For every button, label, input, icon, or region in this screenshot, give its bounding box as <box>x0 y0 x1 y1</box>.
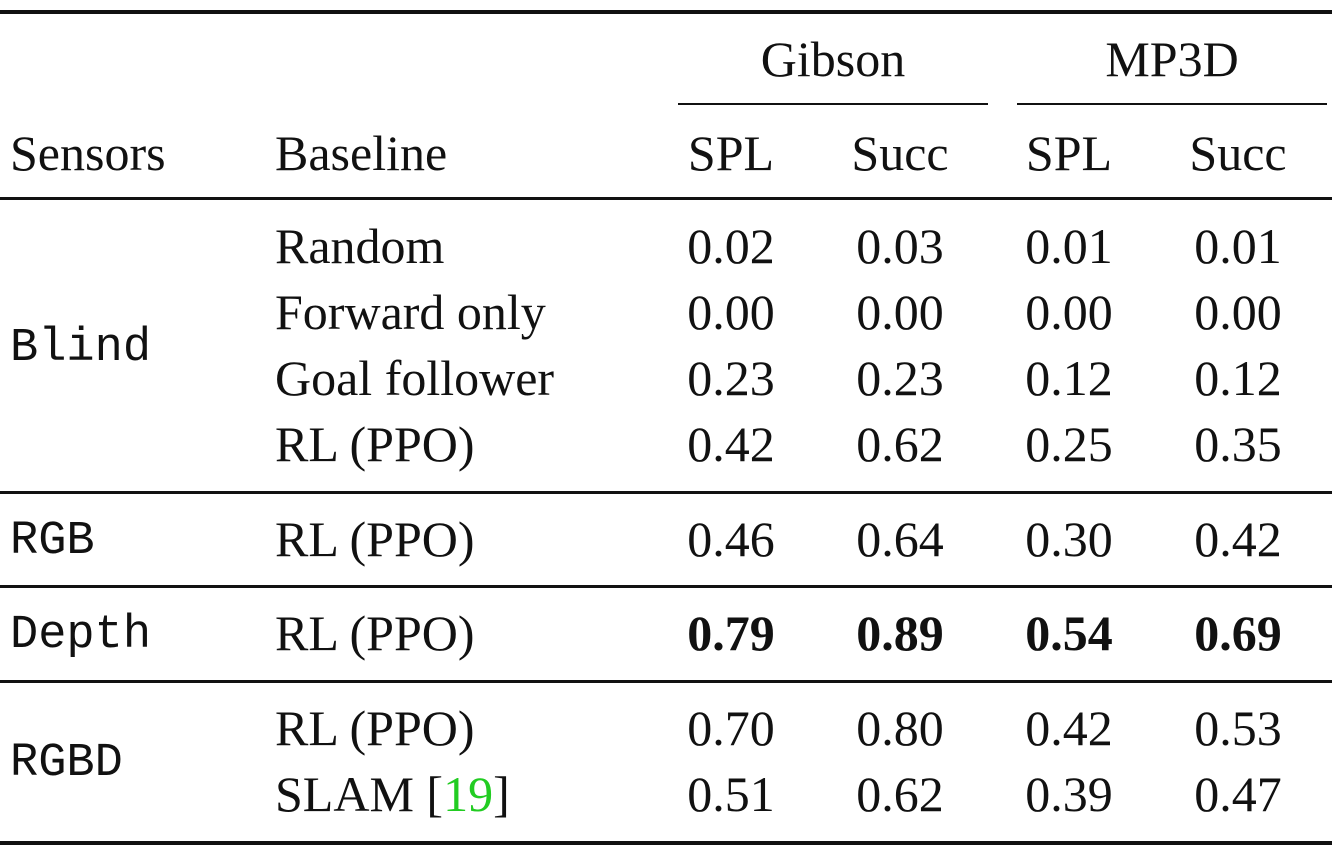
value-cell: 0.89 <box>856 605 944 661</box>
value-cell: 0.70 <box>687 700 775 756</box>
citation-bracket: ] <box>493 766 510 822</box>
value-cell: 0.53 <box>1194 700 1282 756</box>
value-cell: 0.39 <box>1025 766 1113 822</box>
value-cell: 0.12 <box>1194 350 1282 406</box>
header-mp3d-spl: SPL <box>1025 125 1113 181</box>
header-gibson: Gibson <box>760 31 906 87</box>
value-cell: 0.12 <box>1025 350 1113 406</box>
value-cell: 0.01 <box>1025 218 1113 274</box>
value-cell: 0.01 <box>1194 218 1282 274</box>
value-cell: 0.35 <box>1194 416 1282 472</box>
value-cell: 0.64 <box>856 511 944 567</box>
baseline-cell: Random <box>275 221 444 271</box>
header-gibson-succ: Succ <box>851 125 949 181</box>
baseline-label: SLAM [ <box>275 766 444 822</box>
header-baseline: Baseline <box>275 125 448 181</box>
baseline-label: RL (PPO) <box>275 605 475 661</box>
rgb-rule <box>0 585 1332 588</box>
value-cell: 0.79 <box>687 605 775 661</box>
citation-link[interactable]: 19 <box>443 766 494 822</box>
value-cell: 0.23 <box>687 350 775 406</box>
header-mp3d-succ: Succ <box>1189 125 1287 181</box>
value-cell: 0.23 <box>856 350 944 406</box>
baseline-cell: Goal follower <box>275 353 554 403</box>
blind-rule <box>0 491 1332 494</box>
baseline-cell: Forward only <box>275 287 546 337</box>
header-sensors: Sensors <box>10 125 166 181</box>
sensor-rgbd: RGBD <box>10 737 123 790</box>
header-rule <box>0 197 1332 200</box>
value-cell: 0.00 <box>1194 284 1282 340</box>
value-cell: 0.00 <box>1025 284 1113 340</box>
value-cell: 0.54 <box>1025 605 1113 661</box>
top-rule <box>0 10 1332 14</box>
value-cell: 0.25 <box>1025 416 1113 472</box>
value-cell: 0.62 <box>856 416 944 472</box>
baseline-cell: RL (PPO) <box>275 419 475 469</box>
value-cell: 0.00 <box>856 284 944 340</box>
value-cell: 0.69 <box>1194 605 1282 661</box>
sensor-blind: Blind <box>10 322 152 375</box>
mp3d-cmidrule <box>1017 103 1327 105</box>
baseline-label: RL (PPO) <box>275 416 475 472</box>
baseline-label: Random <box>275 218 445 274</box>
baseline-cell: RL (PPO) <box>275 514 475 564</box>
value-cell: 0.03 <box>856 218 944 274</box>
baseline-cell: RL (PPO) <box>275 703 475 753</box>
value-cell: 0.02 <box>687 218 775 274</box>
value-cell: 0.46 <box>687 511 775 567</box>
header-mp3d: MP3D <box>1105 31 1239 87</box>
value-cell: 0.42 <box>1025 700 1113 756</box>
sensor-depth: Depth <box>10 609 152 662</box>
value-cell: 0.42 <box>1194 511 1282 567</box>
baseline-label: RL (PPO) <box>275 511 475 567</box>
bottom-rule <box>0 841 1332 845</box>
value-cell: 0.80 <box>856 700 944 756</box>
value-cell: 0.42 <box>687 416 775 472</box>
gibson-cmidrule <box>678 103 988 105</box>
value-cell: 0.00 <box>687 284 775 340</box>
value-cell: 0.51 <box>687 766 775 822</box>
sensor-rgb: RGB <box>10 515 95 568</box>
value-cell: 0.47 <box>1194 766 1282 822</box>
baseline-cell: SLAM [19] <box>275 769 510 819</box>
header-gibson-spl: SPL <box>687 125 775 181</box>
baseline-label: RL (PPO) <box>275 700 475 756</box>
baseline-label: Goal follower <box>275 350 555 406</box>
baseline-label: Forward only <box>275 284 546 340</box>
value-cell: 0.30 <box>1025 511 1113 567</box>
depth-rule <box>0 680 1332 683</box>
value-cell: 0.62 <box>856 766 944 822</box>
baseline-cell: RL (PPO) <box>275 608 475 658</box>
